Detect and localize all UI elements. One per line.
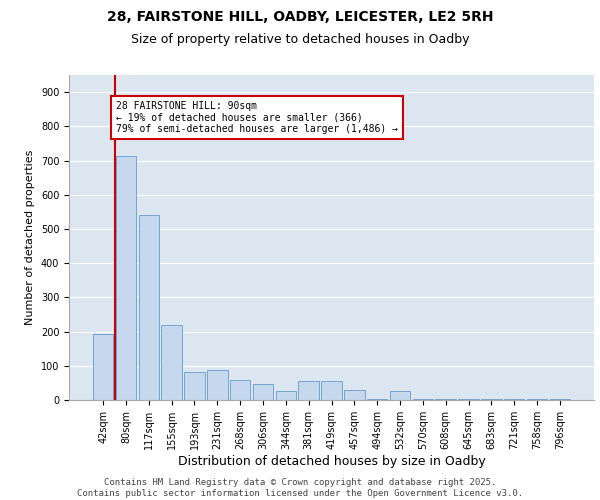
Bar bbox=[344, 390, 365, 400]
Bar bbox=[413, 399, 433, 400]
Bar bbox=[458, 399, 479, 400]
Bar bbox=[93, 334, 113, 400]
Bar bbox=[504, 399, 524, 400]
Bar bbox=[321, 381, 342, 400]
Y-axis label: Number of detached properties: Number of detached properties bbox=[25, 150, 35, 325]
Bar bbox=[184, 372, 205, 400]
Bar bbox=[390, 391, 410, 400]
Text: Size of property relative to detached houses in Oadby: Size of property relative to detached ho… bbox=[131, 32, 469, 46]
Text: Contains HM Land Registry data © Crown copyright and database right 2025.
Contai: Contains HM Land Registry data © Crown c… bbox=[77, 478, 523, 498]
Bar bbox=[367, 399, 388, 400]
Bar bbox=[436, 399, 456, 400]
Bar bbox=[527, 399, 547, 400]
Bar bbox=[139, 216, 159, 400]
Text: 28, FAIRSTONE HILL, OADBY, LEICESTER, LE2 5RH: 28, FAIRSTONE HILL, OADBY, LEICESTER, LE… bbox=[107, 10, 493, 24]
Text: 28 FAIRSTONE HILL: 90sqm
← 19% of detached houses are smaller (366)
79% of semi-: 28 FAIRSTONE HILL: 90sqm ← 19% of detach… bbox=[116, 100, 398, 134]
Bar bbox=[550, 399, 570, 400]
Bar bbox=[298, 381, 319, 400]
Bar bbox=[481, 399, 502, 400]
X-axis label: Distribution of detached houses by size in Oadby: Distribution of detached houses by size … bbox=[178, 454, 485, 468]
Bar bbox=[275, 391, 296, 400]
Bar bbox=[207, 370, 227, 400]
Bar bbox=[230, 380, 250, 400]
Bar bbox=[116, 156, 136, 400]
Bar bbox=[161, 324, 182, 400]
Bar bbox=[253, 384, 273, 400]
